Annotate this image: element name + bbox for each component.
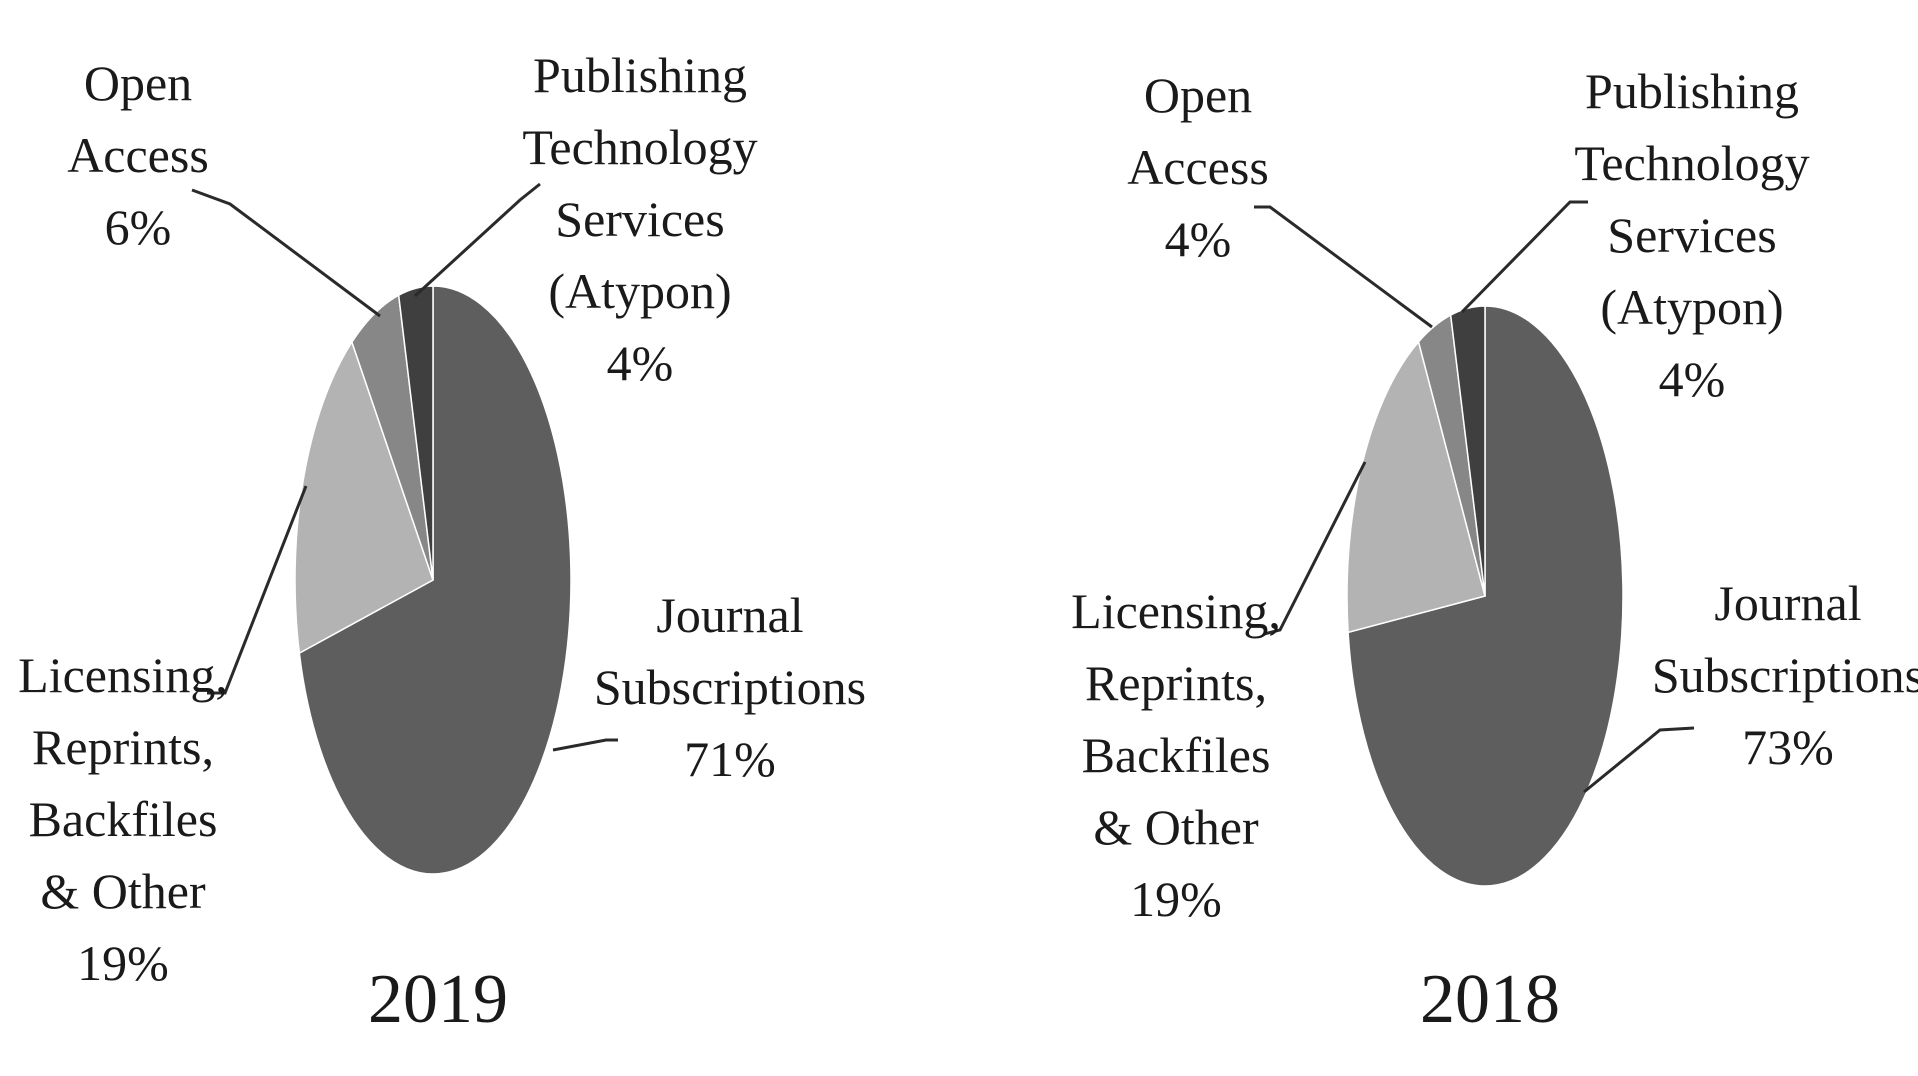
slice-label-open-access: Open Access 4%: [1127, 67, 1269, 267]
slice-label-publishing-technology-services-atypon: Publishing Technology Services (Atypon) 4%: [522, 47, 757, 391]
leader-line-licensing-reprints-backfiles-other: [1263, 461, 1367, 636]
pie-slice-licensing-reprints-backfiles-other: [1346, 340, 1486, 634]
leader-line-open-access: [191, 188, 381, 318]
slice-label-journal-subscriptions: Journal Subscriptions 71%: [594, 587, 866, 787]
pie-slice-licensing-reprints-backfiles-other: [294, 340, 434, 655]
leader-line-publishing-technology-services-atypon: [1460, 200, 1588, 314]
pie-slice-journal-subscriptions: [298, 285, 572, 875]
leader-line-open-access: [1254, 205, 1433, 329]
leader-line-journal-subscriptions: [552, 738, 618, 752]
slice-label-publishing-technology-services-atypon: Publishing Technology Services (Atypon) 4%: [1574, 63, 1809, 407]
pie-slice-publishing-technology-services-atypon: [397, 285, 434, 581]
slice-label-licensing-reprints-backfiles-other: Licensing, Reprints, Backfiles & Other 19%: [1071, 583, 1281, 927]
leader-line-journal-subscriptions: [1583, 726, 1695, 794]
pie-2019: Journal Subscriptions 71% Licensing, Reprint…: [18, 47, 866, 1038]
leader-line-publishing-technology-services-atypon: [413, 182, 541, 298]
slice-label-journal-subscriptions: Journal Subscriptions 73%: [1652, 575, 1918, 775]
leader-line-licensing-reprints-backfiles-other: [207, 485, 308, 695]
year-label-2018: 2018: [1420, 961, 1560, 1038]
pie-2018: Journal Subscriptions 73% Licensing, Reprint…: [1071, 63, 1918, 1038]
slice-label-licensing-reprints-backfiles-other: Licensing, Reprints, Backfiles & Other 19%: [18, 647, 228, 991]
year-label-2019: 2019: [368, 961, 508, 1038]
slice-label-open-access: Open Access 6%: [67, 55, 209, 255]
